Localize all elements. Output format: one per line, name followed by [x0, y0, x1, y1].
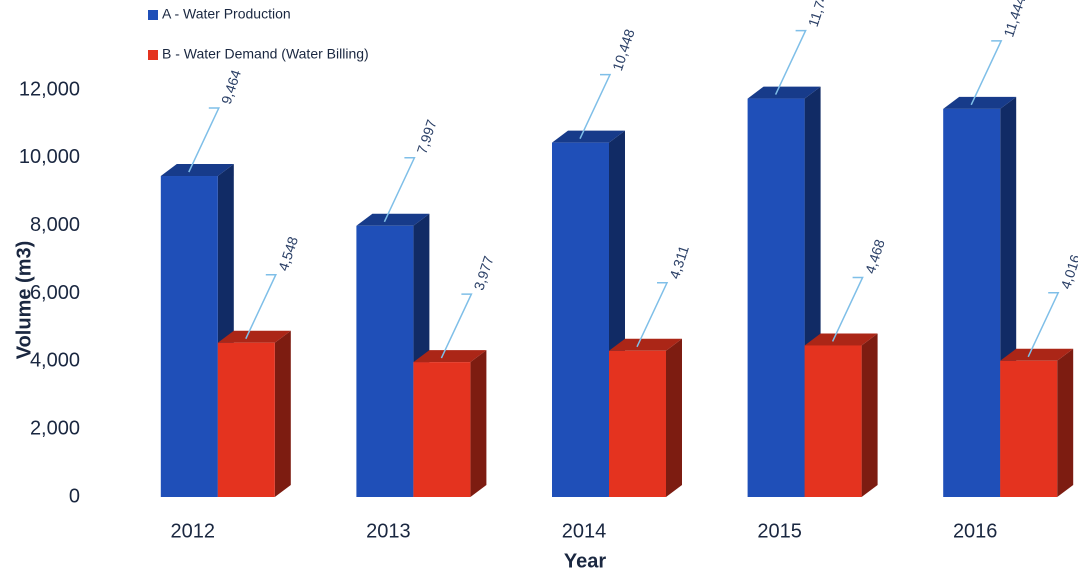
- value-label: 3,977: [471, 254, 497, 292]
- leader-line: [970, 40, 1003, 106]
- value-label: 4,468: [862, 237, 888, 275]
- x-tick-label: 2012: [171, 520, 216, 542]
- leader-line: [1027, 292, 1060, 358]
- value-label: 4,548: [275, 234, 301, 272]
- bar-top: [552, 130, 625, 143]
- value-label: 7,997: [414, 117, 440, 155]
- leader-line: [831, 276, 864, 342]
- bar-front: [552, 142, 609, 497]
- x-tick-label: 2013: [366, 520, 411, 542]
- bar: [217, 330, 291, 497]
- value-label: 11,444: [1000, 0, 1028, 39]
- y-tick-label: 10,000: [19, 146, 80, 168]
- y-tick-label: 2,000: [30, 417, 80, 439]
- bar-top: [609, 338, 682, 351]
- bar-side: [861, 333, 878, 497]
- value-label: 10,448: [609, 27, 638, 73]
- value-label: 11,747: [805, 0, 833, 29]
- value-label: 9,464: [218, 68, 244, 106]
- bar-top: [217, 330, 291, 343]
- bar-top: [1000, 348, 1074, 361]
- y-tick-label: 0: [69, 485, 80, 507]
- bar-side: [274, 330, 291, 497]
- bar-front: [943, 108, 1001, 497]
- x-tick-label: 2014: [562, 520, 607, 542]
- bar-front: [356, 225, 414, 497]
- x-axis-title: Year: [564, 550, 606, 572]
- leader-line: [383, 157, 416, 223]
- bar-top: [356, 213, 430, 226]
- y-tick-label: 6,000: [30, 282, 80, 304]
- bar-front: [747, 98, 805, 497]
- bar: [413, 350, 487, 497]
- bar-side: [666, 338, 682, 497]
- value-label: 4,311: [666, 243, 692, 280]
- x-tick-label: 2015: [757, 520, 802, 542]
- legend-swatch: [148, 50, 158, 60]
- leader-line: [579, 73, 612, 139]
- bar-side: [470, 350, 487, 497]
- x-tick-label: 2016: [953, 520, 998, 542]
- leader-line: [245, 273, 277, 340]
- y-axis-title: Volume (m3): [13, 241, 35, 360]
- bar-front: [804, 345, 862, 497]
- value-label: 4,016: [1057, 252, 1078, 290]
- leader-line: [440, 293, 473, 359]
- bar-front: [413, 362, 471, 497]
- leader-line: [188, 107, 220, 173]
- bar-side: [1057, 348, 1074, 497]
- leader-line: [636, 282, 669, 348]
- bar: [1000, 348, 1074, 497]
- legend-swatch: [148, 10, 158, 20]
- bar-front: [160, 176, 218, 497]
- bar-front: [217, 342, 275, 497]
- bar-front: [1000, 360, 1058, 497]
- bar-top: [804, 333, 878, 346]
- bar-top: [747, 86, 821, 99]
- bar-top: [160, 164, 234, 177]
- y-tick-label: 4,000: [30, 350, 80, 372]
- bar-top: [943, 96, 1017, 109]
- bar: [804, 333, 878, 497]
- bar-front: [609, 350, 666, 497]
- legend-label: A - Water Production: [162, 6, 291, 22]
- bar: [609, 338, 682, 497]
- y-tick-label: 8,000: [30, 214, 80, 236]
- legend-label: B - Water Demand (Water Billing): [162, 46, 369, 62]
- leader-line: [774, 29, 807, 95]
- y-tick-label: 12,000: [19, 78, 80, 100]
- bar-top: [413, 350, 487, 363]
